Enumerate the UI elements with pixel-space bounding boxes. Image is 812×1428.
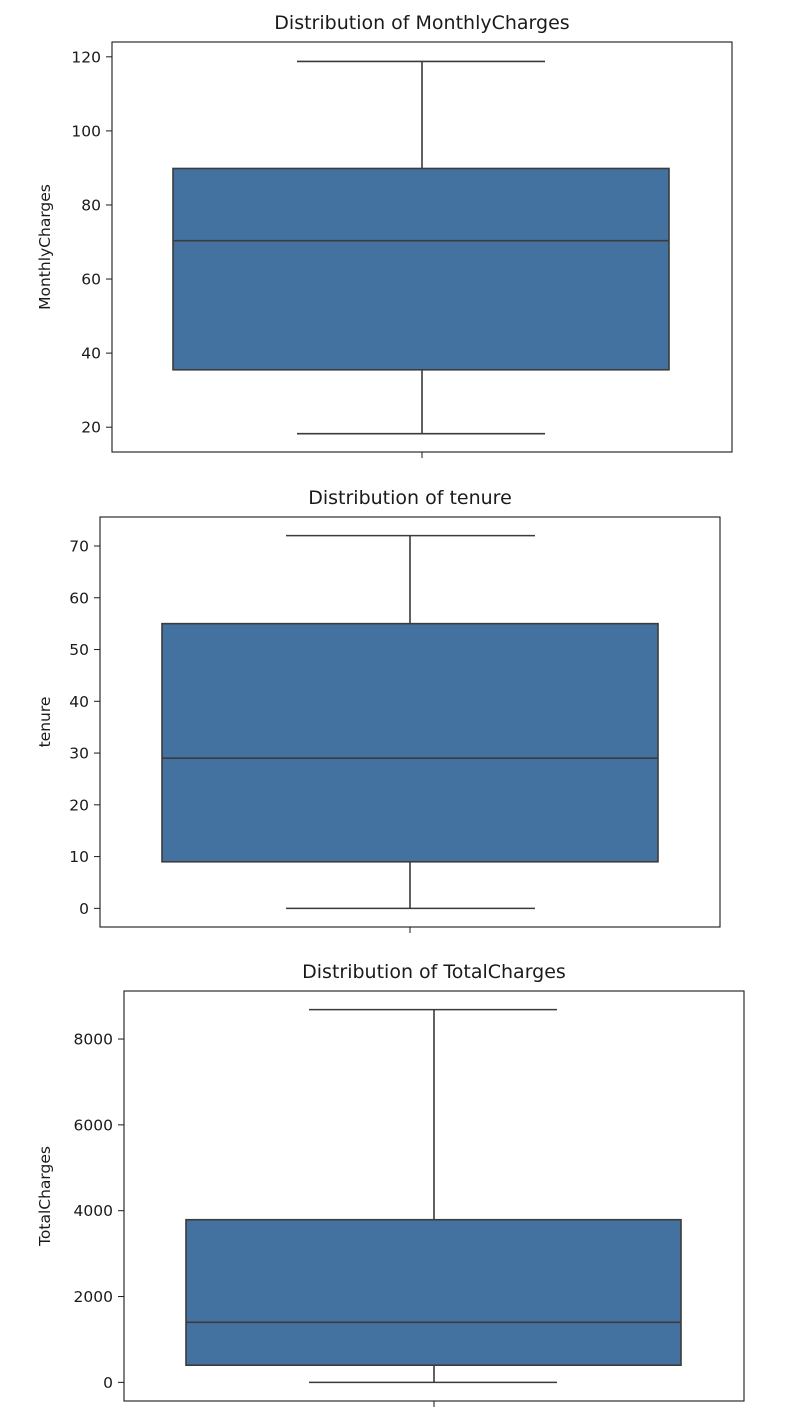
axes-frame bbox=[123, 990, 745, 1402]
y-axis-label: tenure bbox=[36, 697, 54, 748]
axes-frame bbox=[111, 41, 733, 453]
y-tick-label: 70 bbox=[69, 537, 89, 555]
y-tick-label: 60 bbox=[69, 589, 89, 607]
y-tick-label: 6000 bbox=[74, 1116, 113, 1134]
chart-title: Distribution of tenure bbox=[308, 487, 512, 509]
chart-title: Distribution of TotalCharges bbox=[302, 961, 566, 983]
y-tick-label: 50 bbox=[69, 641, 89, 659]
iqr-box bbox=[185, 1218, 682, 1367]
y-tick-label: 60 bbox=[81, 271, 101, 289]
chart-panel-3: Distribution of TotalCharges TotalCharges… bbox=[36, 961, 745, 1407]
y-tick-label: 40 bbox=[81, 345, 101, 363]
y-tick-label: 0 bbox=[79, 900, 89, 918]
chart-title: Distribution of MonthlyCharges bbox=[274, 12, 569, 34]
y-tick-label: 100 bbox=[71, 122, 101, 140]
y-tick-label: 40 bbox=[69, 693, 89, 711]
y-axis-label: MonthlyCharges bbox=[36, 184, 54, 310]
y-tick-label: 10 bbox=[69, 848, 89, 866]
y-tick-label: 30 bbox=[69, 745, 89, 763]
axes-frame bbox=[99, 516, 721, 928]
y-tick-label: 120 bbox=[71, 48, 101, 66]
y-tick-label: 2000 bbox=[74, 1288, 113, 1306]
y-tick-label: 0 bbox=[103, 1374, 113, 1392]
y-tick-label: 20 bbox=[69, 796, 89, 814]
y-tick-label: 20 bbox=[81, 419, 101, 437]
y-axis-label: TotalCharges bbox=[36, 1146, 54, 1247]
chart-panel-2: Distribution of tenure tenure 0 10 20 30 40 50 6… bbox=[36, 487, 721, 933]
y-tick-label: 4000 bbox=[74, 1202, 113, 1220]
iqr-box bbox=[172, 167, 670, 371]
chart-panel-1: Distribution of MonthlyCharges MonthlyCha… bbox=[36, 12, 733, 458]
iqr-box bbox=[161, 622, 659, 863]
y-tick-label: 8000 bbox=[74, 1031, 113, 1049]
y-tick-label: 80 bbox=[81, 196, 101, 214]
